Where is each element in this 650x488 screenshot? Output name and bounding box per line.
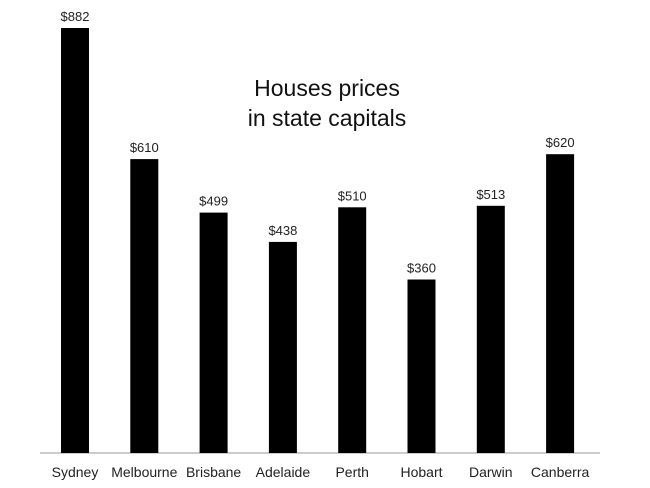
data-label-sydney: $882 <box>61 9 90 24</box>
data-label-perth: $510 <box>338 188 367 203</box>
chart-title: Houses prices in state capitals <box>248 75 407 131</box>
x-tick-label-sydney: Sydney <box>52 464 99 480</box>
bar-perth <box>338 207 367 453</box>
bar-brisbane <box>199 212 228 453</box>
data-label-canberra: $620 <box>546 135 575 150</box>
x-tick-label-perth: Perth <box>335 464 368 480</box>
x-tick-labels-group: Sydney Melbourne Brisbane Adelaide Perth Hoba… <box>52 464 590 480</box>
bar-sydney <box>61 28 89 453</box>
bar-hobart <box>407 279 436 453</box>
data-label-brisbane: $499 <box>199 194 228 209</box>
x-tick-label-adelaide: Adelaide <box>256 464 311 480</box>
x-tick-label-brisbane: Brisbane <box>186 464 241 480</box>
data-label-melbourne: $610 <box>130 140 159 155</box>
data-label-hobart: $360 <box>407 261 436 276</box>
data-label-darwin: $513 <box>476 187 505 202</box>
bars-group <box>61 28 575 453</box>
x-tick-label-melbourne: Melbourne <box>111 464 177 480</box>
bar-adelaide <box>268 241 297 453</box>
chart-title-line-1: Houses prices <box>254 75 400 101</box>
data-label-adelaide: $438 <box>268 223 297 238</box>
bar-canberra <box>546 154 575 453</box>
x-tick-label-darwin: Darwin <box>469 464 513 480</box>
data-labels-group: $882 $610 $499 $438 $510 $360 $513 $620 <box>61 9 575 276</box>
x-tick-label-canberra: Canberra <box>531 464 590 480</box>
bar-darwin <box>476 205 505 453</box>
chart-title-line-2: in state capitals <box>248 105 407 131</box>
bar-melbourne <box>130 159 159 453</box>
x-tick-label-hobart: Hobart <box>400 464 442 480</box>
